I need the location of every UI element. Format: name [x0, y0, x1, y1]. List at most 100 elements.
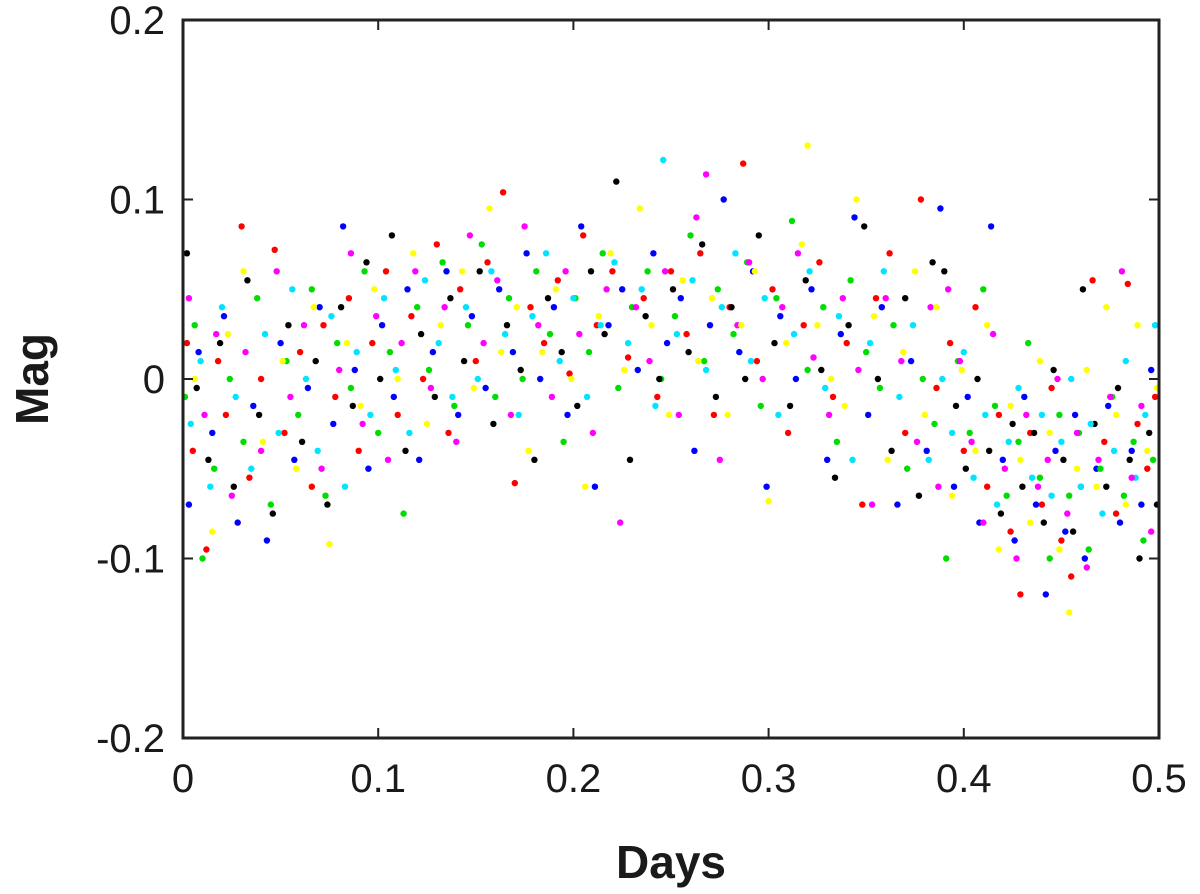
data-point [1062, 528, 1069, 535]
data-point [972, 447, 979, 454]
data-point [1136, 555, 1143, 562]
data-point [308, 286, 315, 293]
data-point [1017, 591, 1024, 598]
data-point [291, 456, 298, 463]
data-point [1023, 411, 1030, 419]
data-point [946, 339, 954, 347]
data-point [851, 214, 858, 221]
data-point [400, 510, 407, 517]
data-point [1122, 357, 1130, 365]
data-point [384, 456, 392, 463]
data-point [513, 304, 520, 311]
data-point [966, 429, 973, 437]
data-point [554, 277, 561, 284]
data-point [759, 375, 766, 383]
data-point [786, 402, 794, 410]
data-point [878, 304, 885, 311]
data-point [419, 375, 427, 383]
data-point [1089, 277, 1096, 284]
data-point [818, 366, 825, 374]
data-point [542, 250, 550, 257]
data-point [1058, 438, 1065, 445]
data-point [886, 250, 893, 257]
data-point [234, 519, 241, 526]
data-point [320, 322, 327, 329]
data-point [1122, 501, 1130, 508]
data-point [849, 456, 856, 463]
data-point [728, 304, 735, 311]
data-point [232, 393, 239, 401]
data-point [525, 447, 532, 454]
data-point [421, 277, 429, 284]
data-point [427, 384, 435, 392]
data-point [1054, 375, 1061, 383]
data-point [611, 259, 618, 266]
data-point [505, 295, 513, 302]
data-point [521, 223, 528, 230]
data-point [220, 313, 228, 320]
data-point [273, 268, 280, 275]
data-point [669, 286, 677, 293]
data-point [1044, 456, 1051, 463]
data-point [464, 322, 472, 329]
data-point [349, 402, 356, 410]
data-point [1144, 447, 1151, 454]
data-point [1025, 339, 1032, 347]
data-point [833, 438, 841, 445]
data-point [1073, 465, 1081, 472]
data-point [825, 411, 833, 419]
data-point [884, 456, 891, 463]
data-point [330, 420, 337, 428]
data-point [933, 304, 940, 311]
data-point [332, 393, 339, 401]
data-point [702, 171, 710, 178]
data-point [923, 447, 930, 454]
data-point [509, 348, 517, 356]
data-point [433, 241, 440, 248]
data-point [927, 304, 934, 311]
data-point [745, 259, 753, 266]
data-point [1124, 280, 1132, 288]
data-point [318, 465, 325, 472]
data-point [870, 313, 878, 320]
data-point [902, 429, 909, 437]
data-point [907, 357, 915, 365]
data-point [1069, 528, 1077, 535]
data-point [240, 268, 247, 275]
data-point [275, 429, 282, 437]
data-point [980, 286, 987, 293]
data-point [984, 322, 991, 329]
data-point [1144, 465, 1151, 472]
data-point [822, 384, 829, 392]
data-point [925, 456, 932, 463]
data-point [445, 429, 452, 437]
data-point [242, 348, 249, 356]
data-point [798, 241, 805, 248]
data-point [1042, 591, 1050, 598]
data-point [788, 217, 796, 225]
data-point [769, 286, 776, 293]
data-point [839, 295, 846, 302]
data-point [209, 528, 216, 535]
data-point [1107, 393, 1114, 401]
data-point [1046, 555, 1053, 562]
data-point [581, 483, 589, 490]
data-point [808, 286, 815, 293]
data-point [876, 384, 884, 392]
data-point [578, 223, 585, 230]
data-point [1030, 429, 1038, 437]
data-point [941, 268, 948, 275]
y-axis-tick-labels: -0.2 -0.1 0 0.1 0.2 [96, 0, 165, 761]
data-point [228, 492, 235, 499]
data-point [382, 268, 390, 275]
data-point [962, 465, 969, 472]
data-point [730, 330, 737, 338]
data-point [765, 497, 772, 505]
data-point [556, 357, 563, 365]
data-point [455, 411, 462, 419]
data-point [537, 375, 544, 383]
data-point [1056, 411, 1063, 419]
data-point [269, 510, 276, 517]
y-tick-label: 0 [143, 358, 165, 402]
